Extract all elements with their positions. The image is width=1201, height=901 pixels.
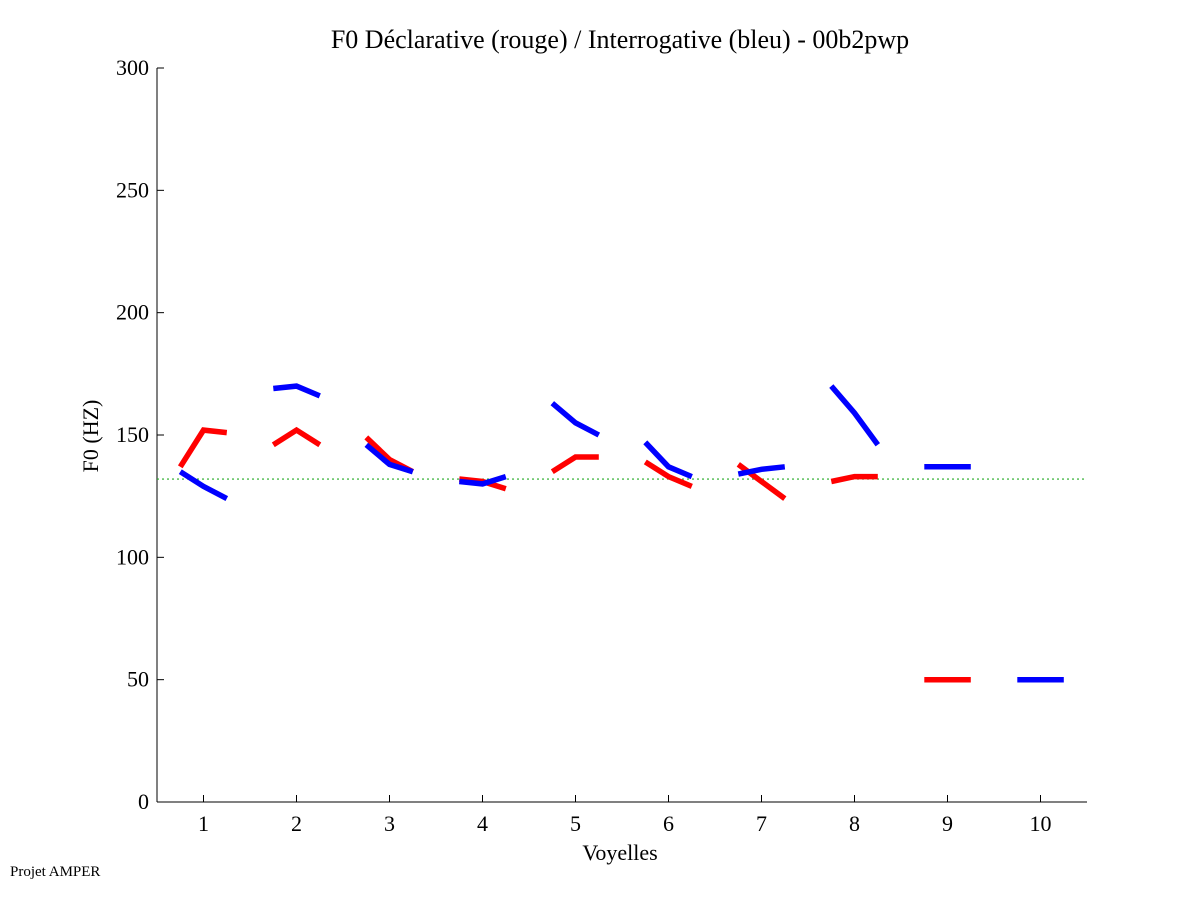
x-tick-label: 7 xyxy=(756,811,767,836)
series-segment xyxy=(737,464,786,477)
y-tick-label: 300 xyxy=(116,55,149,80)
y-axis-label: F0 (HZ) xyxy=(78,400,103,473)
footer-credit: Projet AMPER xyxy=(10,864,101,880)
series-segment xyxy=(273,383,321,399)
x-tick-label: 4 xyxy=(477,811,488,836)
y-tick-label: 0 xyxy=(138,789,149,814)
x-axis-label: Voyelles xyxy=(582,840,657,865)
y-tick-label: 50 xyxy=(127,667,149,692)
y-tick-label: 250 xyxy=(116,177,149,202)
x-tick-label: 3 xyxy=(384,811,395,836)
series-segment xyxy=(550,401,601,438)
x-tick-label: 6 xyxy=(663,811,674,836)
series-segment xyxy=(271,426,322,448)
y-tick-label: 200 xyxy=(116,300,149,325)
plot-area: 0 50 100 150 200 250 300 1 2 3 4 5 6 7 8 9 10 xyxy=(116,55,1087,836)
x-tick-label: 2 xyxy=(291,811,302,836)
x-tick-label: 5 xyxy=(570,811,581,836)
series-segment xyxy=(829,384,881,447)
x-tick-label: 8 xyxy=(849,811,860,836)
series-segment xyxy=(177,427,228,469)
x-tick-label: 10 xyxy=(1030,811,1052,836)
x-tick-label: 9 xyxy=(942,811,953,836)
series-segment xyxy=(643,459,693,489)
y-tick-label: 100 xyxy=(116,544,149,569)
series-segment xyxy=(178,469,229,502)
series-interrogative xyxy=(178,383,1064,683)
series-declarative xyxy=(177,426,971,683)
chart-title: F0 Déclarative (rouge) / Interrogative (… xyxy=(331,25,909,54)
x-tick-label: 1 xyxy=(198,811,209,836)
y-tick-label: 150 xyxy=(116,422,149,447)
x-axis-ticks: 1 2 3 4 5 6 7 8 9 10 xyxy=(198,795,1052,836)
series-segment xyxy=(459,473,507,487)
series-segment xyxy=(364,442,414,475)
y-axis-ticks: 0 50 100 150 200 250 300 xyxy=(116,55,164,814)
series-segment xyxy=(643,440,693,480)
series-segment xyxy=(830,473,878,485)
series-segment xyxy=(550,454,599,475)
series-layer xyxy=(177,383,1064,683)
